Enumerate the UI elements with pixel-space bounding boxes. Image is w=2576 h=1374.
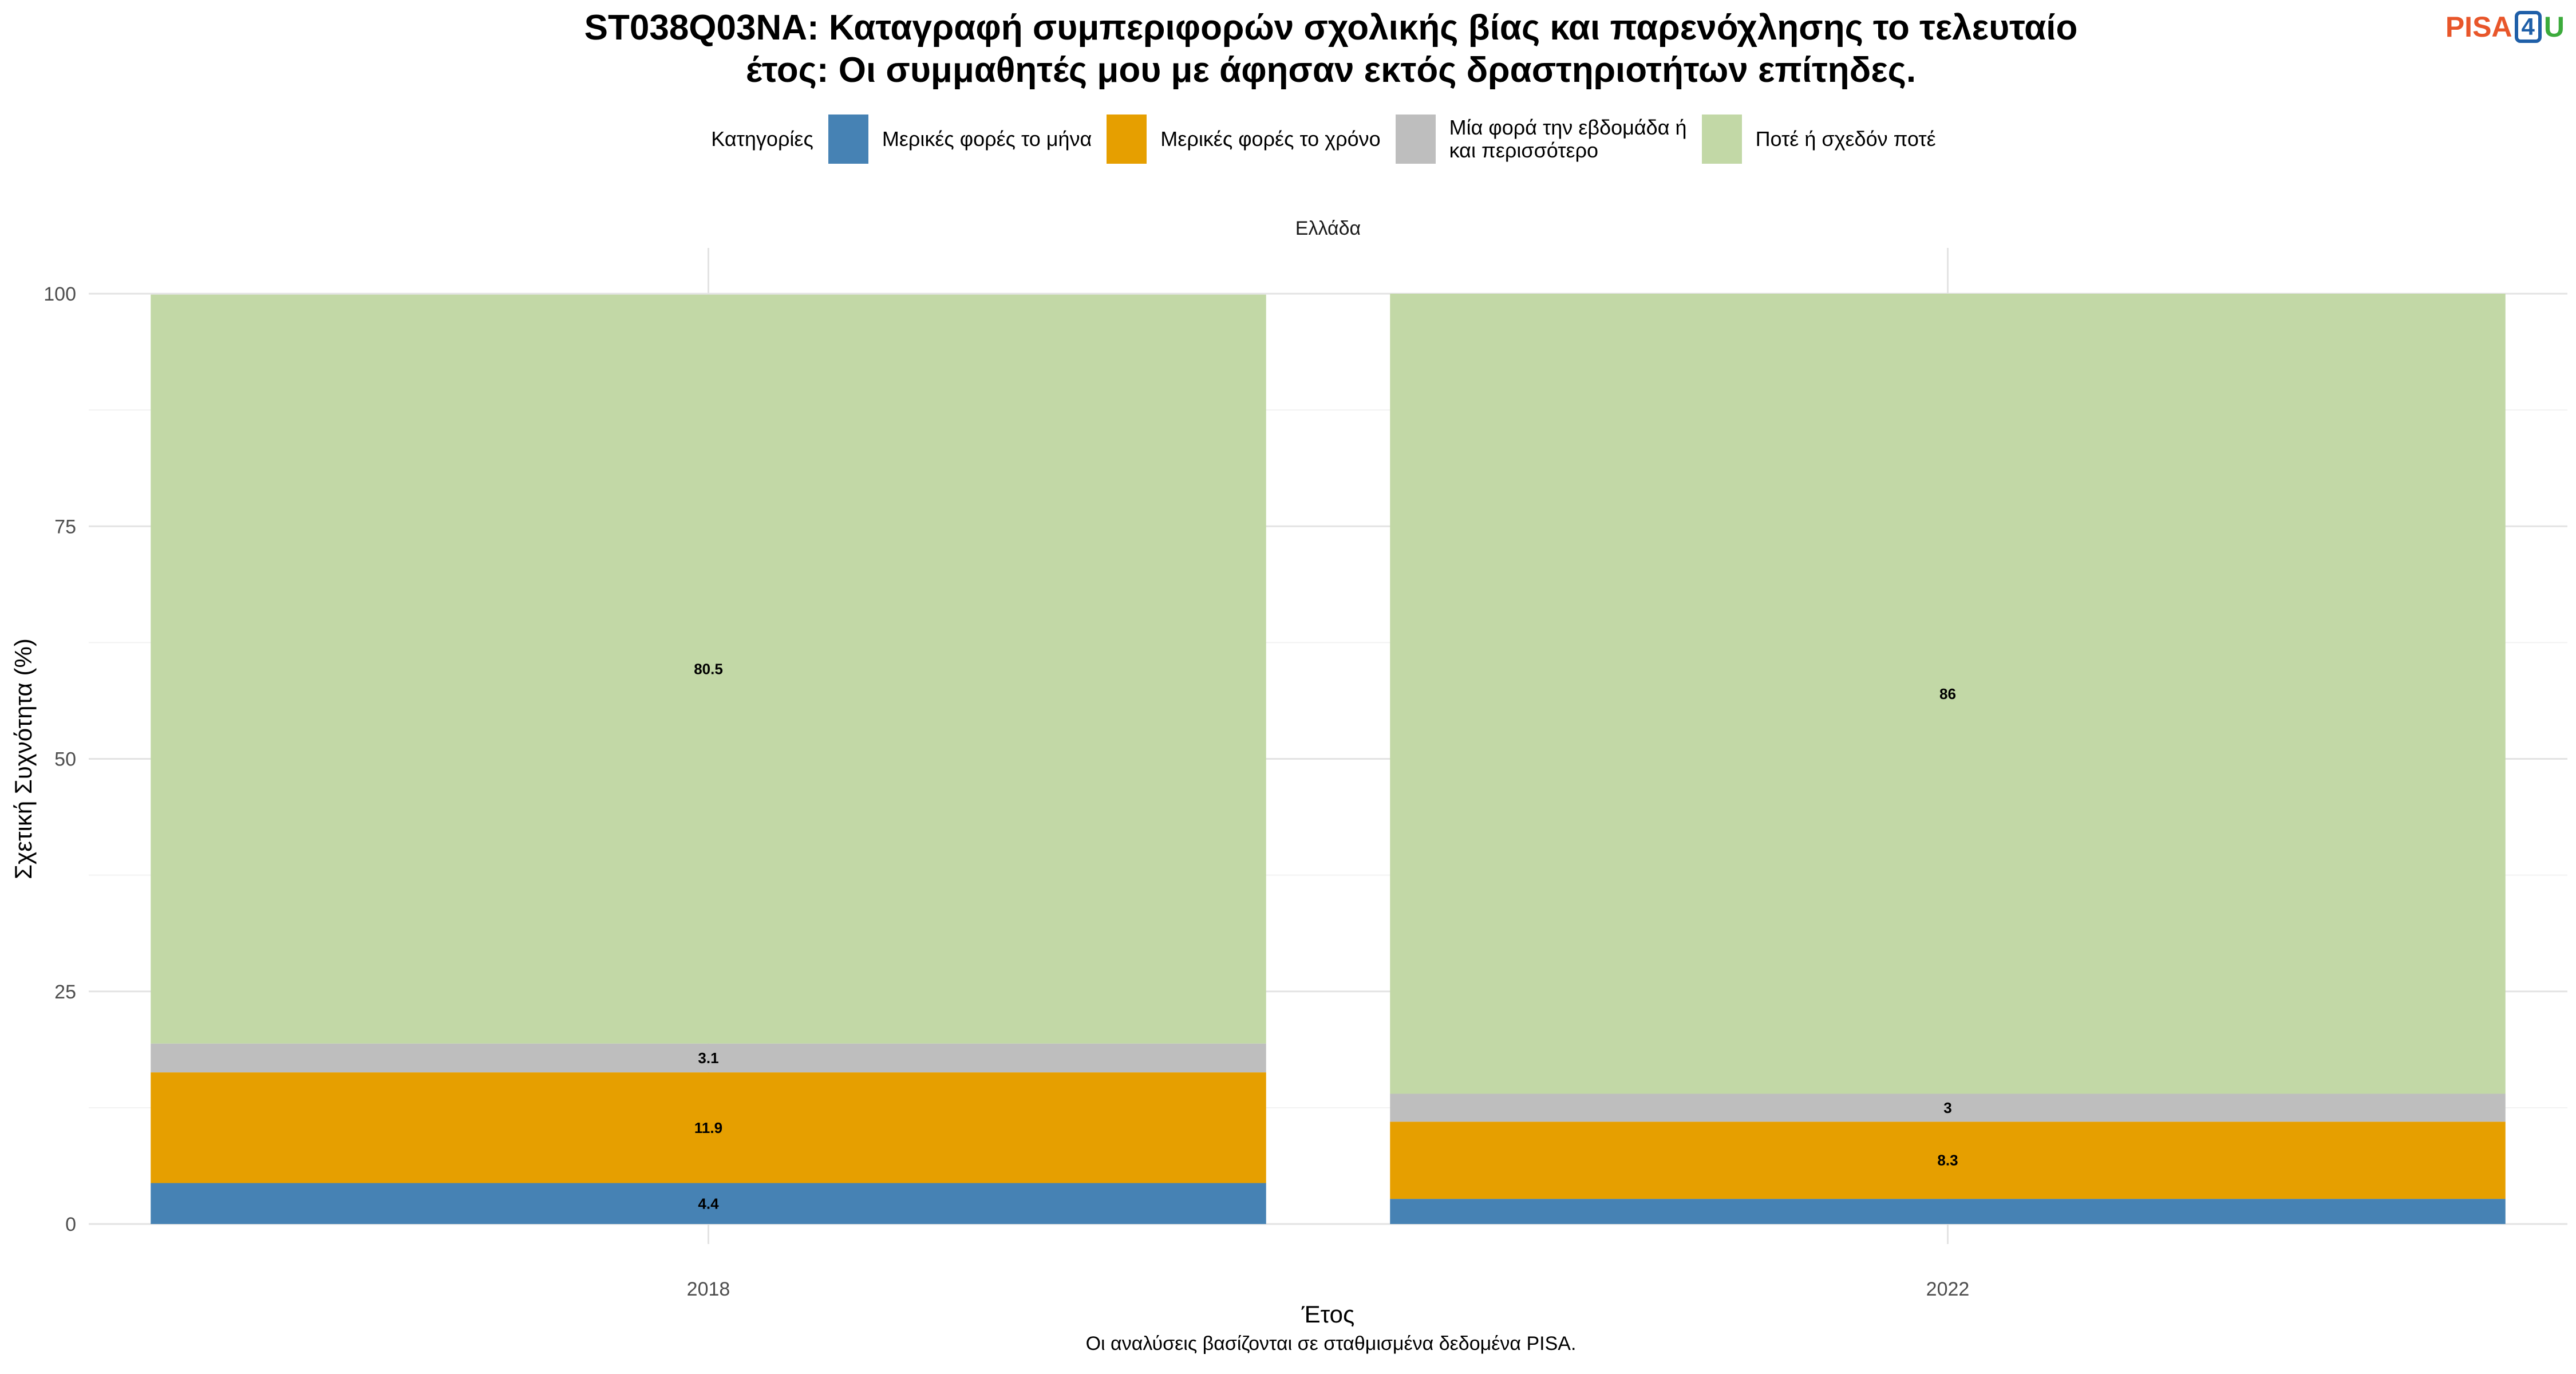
data-label: 3 [1943,1099,1951,1116]
bar-segment [151,294,1266,1044]
data-label: 86 [1939,685,1956,702]
caption: Οι αναλύσεις βασίζονται σε σταθμισμένα δ… [1085,1333,1577,1355]
legend-swatch-monthly [828,114,868,164]
y-tick-label: 75 [54,516,76,538]
x-axis-title: Έτος [1301,1301,1355,1328]
data-label: 11.9 [694,1119,722,1136]
y-tick-label: 0 [65,1214,76,1235]
bar-segment [1390,294,2506,1094]
y-tick-label: 100 [44,283,76,305]
legend-label-yearly: Μερικές φορές το χρόνο [1160,127,1381,151]
bar-segment [151,1043,1266,1073]
logo-four-text: 4 [2514,11,2542,43]
data-label: 8.3 [1937,1152,1958,1169]
y-axis-title: Σχετική Συχνότητα (%) [10,638,37,879]
logo-u-text: U [2543,11,2565,43]
pisa4u-logo: PISA 4 U [2445,10,2565,44]
x-tick-label: 2022 [1926,1278,1970,1300]
legend-label-weekly: Μία φορά την εβδομάδα ή και περισσότερο [1449,116,1687,162]
x-tick-label: 2018 [687,1278,730,1300]
legend-swatch-yearly [1107,114,1147,164]
bar-segment [151,1072,1266,1183]
legend-label-never: Ποτέ ή σχεδόν ποτέ [1755,127,1936,151]
legend-item-yearly: Μερικές φορές το χρόνο [1107,114,1381,164]
bar-segment [1390,1122,2506,1199]
chart-title-line-1: ST038Q03NA: Καταγραφή συμπεριφορών σχολι… [584,8,2078,48]
legend-item-never: Ποτέ ή σχεδόν ποτέ [1701,114,1936,164]
data-label: 4.4 [698,1195,719,1212]
y-tick-label: 50 [54,749,76,771]
logo-pisa-text: PISA [2445,11,2512,43]
bar-segment [1390,1093,2506,1122]
legend-label-monthly: Μερικές φορές το μήνα [882,127,1092,151]
legend-swatch-never [1701,114,1742,164]
y-tick-label: 25 [54,981,76,1003]
legend-item-weekly: Μία φορά την εβδομάδα ή και περισσότερο [1395,114,1687,164]
chart-title: ST038Q03NA: Καταγραφή συμπεριφορών σχολι… [0,7,2576,92]
data-label: 3.1 [698,1049,718,1067]
data-label: 80.5 [694,661,723,678]
facet-label: Ελλάδα [1295,218,1361,239]
chart-title-line-2: έτος: Οι συμμαθητές μου με άφησαν εκτός … [745,50,1917,90]
legend: Κατηγορίες Μερικές φορές το μήνα Μερικές… [0,114,2576,164]
bar-segment [1390,1199,2506,1224]
legend-title: Κατηγορίες [711,127,813,151]
legend-swatch-weekly [1395,114,1436,164]
legend-item-monthly: Μερικές φορές το μήνα [828,114,1092,164]
bar-segment [151,1183,1266,1224]
